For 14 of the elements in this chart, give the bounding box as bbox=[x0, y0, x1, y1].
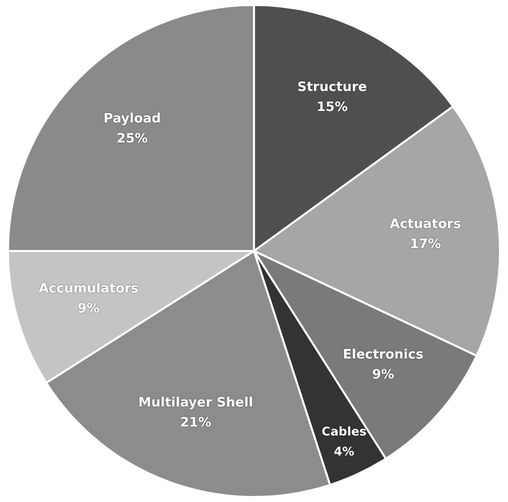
data-label: 9% bbox=[372, 367, 394, 382]
slice-label: Electronics bbox=[342, 347, 424, 362]
data-label: 25% bbox=[116, 132, 148, 147]
slice-label: Payload bbox=[103, 112, 161, 127]
slice-label: Actuators bbox=[390, 217, 462, 232]
data-label: 17% bbox=[410, 237, 441, 252]
data-label: 15% bbox=[316, 100, 348, 115]
slice-label: Accumulators bbox=[38, 281, 139, 296]
data-label: 21% bbox=[180, 415, 212, 430]
data-label: 9% bbox=[78, 301, 100, 316]
slice-label: Multilayer Shell bbox=[138, 395, 254, 410]
data-label: 4% bbox=[334, 444, 354, 459]
slice-label: Cables bbox=[322, 424, 367, 439]
slice-label: Structure bbox=[297, 80, 368, 95]
